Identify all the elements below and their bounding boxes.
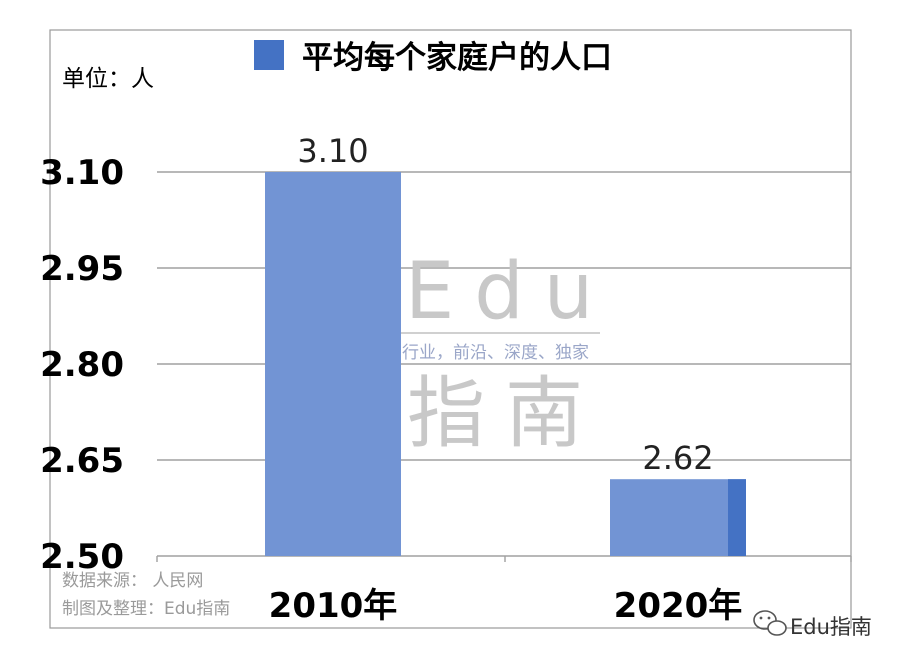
bars [265, 172, 746, 556]
bar [265, 172, 401, 556]
y-tick-label: 2.95 [40, 249, 124, 289]
y-tick-label: 3.10 [40, 153, 124, 193]
bar-edge [728, 479, 746, 556]
gridlines [156, 171, 852, 562]
brand-name: Edu指南 [790, 615, 872, 639]
y-axis-ticks: 3.10 2.95 2.80 2.65 2.50 [40, 153, 124, 577]
bar [610, 479, 746, 556]
source-line-2: 制图及整理：Edu指南 [62, 599, 230, 619]
data-label: 2.62 [642, 439, 713, 477]
watermark: Edu 教育行业，前沿、深度、独家 指南 [368, 247, 613, 459]
unit-label: 单位：人 [62, 66, 154, 92]
data-label: 3.10 [297, 132, 368, 170]
y-tick-label: 2.65 [40, 441, 124, 481]
x-category-label: 2010年 [269, 586, 398, 626]
brand: Edu指南 [753, 610, 872, 639]
chart-frame [49, 29, 852, 629]
x-axis-categories: 2010年 2020年 [269, 586, 743, 626]
legend-swatch [254, 40, 284, 70]
source-line-1: 数据来源： 人民网 [62, 571, 203, 591]
y-tick-label: 2.50 [40, 537, 124, 577]
x-category-label: 2020年 [614, 586, 743, 626]
watermark-tagline: 教育行业，前沿、深度、独家 [368, 343, 589, 363]
chart-title: 平均每个家庭户的人口 [302, 40, 612, 76]
watermark-word2: 指南 [407, 369, 603, 459]
y-tick-label: 2.80 [40, 345, 124, 385]
watermark-word1: Edu [405, 247, 613, 337]
data-labels: 3.10 2.62 [297, 132, 713, 477]
wechat-icon [753, 610, 787, 636]
